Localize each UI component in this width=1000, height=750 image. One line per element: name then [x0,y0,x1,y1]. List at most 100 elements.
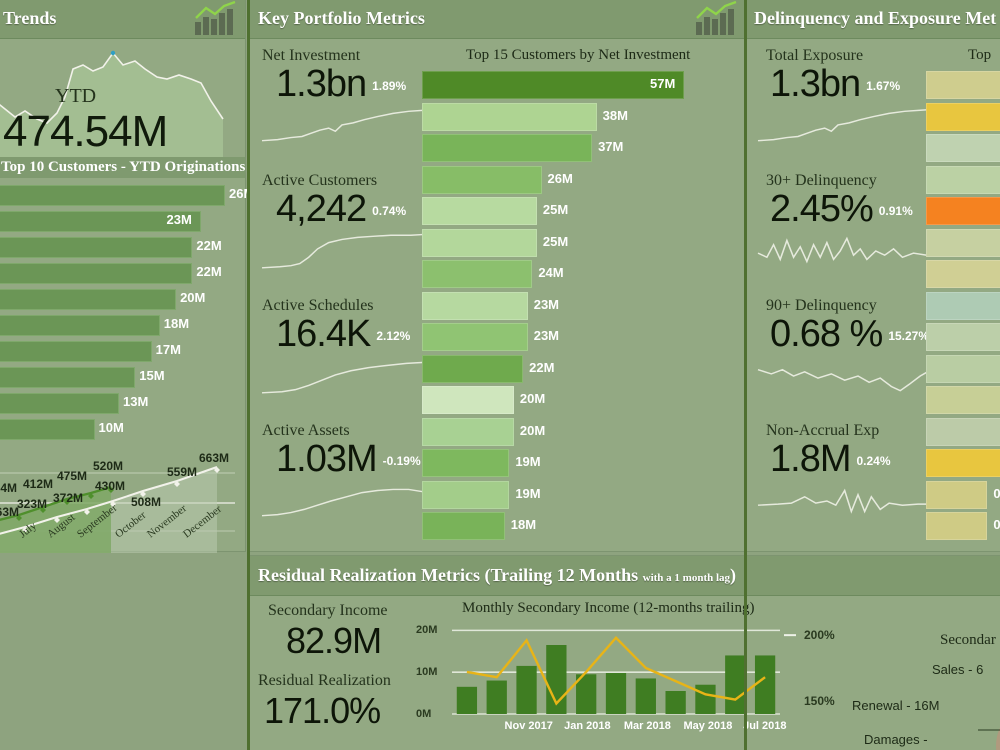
top15-bar-row[interactable]: 23M [422,291,742,320]
delinquency-bar-row[interactable]: 0. [926,354,1000,383]
top15-bar[interactable] [422,480,510,509]
delinquency-bar-row[interactable] [926,260,1000,288]
top15-bar-row[interactable]: 26M [422,165,742,194]
top15-bar[interactable] [422,165,542,194]
delinquency-bar[interactable] [926,71,1000,99]
residual-bar[interactable] [605,673,627,714]
delinquency-bar[interactable] [926,260,1000,288]
delinquency-bar[interactable] [926,291,1000,320]
kpi-90-delinquency[interactable]: 90+ Delinquency 0.68 % 15.27% [757,297,948,397]
top10-bar-row[interactable]: 23M [0,210,245,234]
top15-bar-row[interactable]: 20M [422,386,742,414]
top15-bar-row[interactable]: 18M [422,512,742,540]
top15-bar-row[interactable]: 23M [422,323,742,351]
kpi-active-schedules[interactable]: Active Schedules 16.4K 2.12% [261,297,452,397]
top15-bar[interactable] [422,386,514,414]
kpi-active-customers[interactable]: Active Customers 4,242 0.74% [261,172,452,272]
delinquency-bar-row[interactable] [926,197,1000,225]
top15-bar[interactable] [422,197,537,225]
top10-bar[interactable] [0,211,201,232]
delinquency-bar-row[interactable] [926,165,1000,194]
top10-bar-row[interactable]: 22M [0,262,245,286]
top10-bar-row[interactable]: 10M [0,418,245,442]
delinquency-bar-row[interactable]: 0. [926,323,1000,351]
delinquency-bar[interactable] [926,165,1000,194]
kpi-active-assets[interactable]: Active Assets 1.03M -0.19% [261,422,452,522]
top15-bar-row[interactable]: 37M [422,134,742,162]
top15-bar-row[interactable]: 25M [422,197,742,225]
top15-bar-row[interactable]: 19M [422,449,742,477]
top10-bar-row[interactable]: 15M [0,366,245,390]
top10-bar-row[interactable]: 17M [0,340,245,364]
residual-bar[interactable] [725,655,746,714]
top15-bar-row[interactable]: 57M [422,71,742,99]
delinquency-bar-row[interactable]: 0.5M [926,480,1000,509]
top10-bar[interactable] [0,393,119,414]
delinquency-bar[interactable] [926,197,1000,225]
kpi-non-accrual-exp[interactable]: Non-Accrual Exp 1.8M 0.24% [757,422,948,522]
residual-bar[interactable] [695,684,716,714]
delinquency-bar-row[interactable] [926,228,1000,257]
delinquency-bar[interactable] [926,102,1000,131]
top10-bar[interactable] [0,367,136,388]
top10-bar[interactable] [0,419,95,440]
delinquency-bar-row[interactable]: 0. [926,386,1000,414]
residual-bar[interactable] [635,678,656,714]
top15-bar[interactable] [422,354,524,383]
residual-bar[interactable] [456,686,478,714]
delinquency-bar[interactable] [926,354,1000,383]
top10-bar-row[interactable]: 18M [0,314,245,338]
delinquency-bar[interactable] [926,323,1000,351]
top10-bar-row[interactable]: 22M [0,236,245,260]
top15-bar[interactable] [422,102,597,131]
top15-bar[interactable] [422,134,593,162]
top10-bar-row[interactable]: 20M [0,288,245,312]
top10-bar[interactable] [0,341,152,362]
kpi-net-investment[interactable]: Net Investment 1.3bn 1.89% [261,47,452,147]
delinquency-bar-row[interactable]: 0.7 [926,449,1000,477]
top15-bar-row[interactable]: 22M [422,354,742,383]
top10-bar-row[interactable]: 13M [0,392,245,416]
delinquency-bar[interactable] [926,134,1000,162]
top15-bar-row[interactable]: 20M [422,417,742,446]
top15-bar[interactable] [422,449,510,477]
top10-bar[interactable] [0,185,225,206]
delinquency-bar-row[interactable] [926,71,1000,99]
top15-bar[interactable] [422,260,533,288]
top15-bar[interactable] [422,71,684,99]
top10-bar[interactable] [0,263,193,284]
delinquency-bar[interactable] [926,512,988,540]
delinquency-bar[interactable] [926,417,1000,446]
top10-bar-row[interactable]: 26M [0,184,254,208]
delinquency-bar-row[interactable] [926,134,1000,162]
kpi-total-exposure[interactable]: Total Exposure 1.3bn 1.67% [757,47,948,147]
top15-bar[interactable] [422,291,528,320]
residual-bar[interactable] [665,691,686,714]
delinquency-bar-row[interactable] [926,102,1000,131]
top15-bar[interactable] [422,228,537,257]
delinquency-bar-row[interactable]: 0.7 [926,417,1000,446]
residual-bar[interactable] [516,665,537,714]
delinquency-bar[interactable] [926,480,988,509]
top10-bar[interactable] [0,237,193,258]
kpi-sparkline [261,233,442,269]
top15-bar-row[interactable]: 25M [422,228,742,257]
delinquency-bar[interactable] [926,449,1000,477]
top10-bar[interactable] [0,289,177,310]
top15-bar[interactable] [422,512,505,540]
residual-bar[interactable] [486,680,507,714]
top15-bar-row[interactable]: 38M [422,102,742,131]
delinquency-bar[interactable] [926,386,1000,414]
delinquency-bar[interactable] [926,228,1000,257]
top15-bar-row[interactable]: 24M [422,260,742,288]
top10-bar[interactable] [0,315,160,336]
residual-bar[interactable] [576,674,597,714]
kpi-30-delinquency[interactable]: 30+ Delinquency 2.45% 0.91% [757,172,948,272]
top15-bar-row[interactable]: 19M [422,480,742,509]
delinquency-bar-row[interactable] [926,291,1000,320]
delinquency-bar-row[interactable]: 0.5M [926,512,1000,540]
top15-bar[interactable] [422,323,528,351]
panel-key-portfolio: Key Portfolio Metrics Net Investment 1.3b… [249,0,747,552]
residual-bar[interactable] [754,655,776,714]
top15-bar[interactable] [422,417,514,446]
